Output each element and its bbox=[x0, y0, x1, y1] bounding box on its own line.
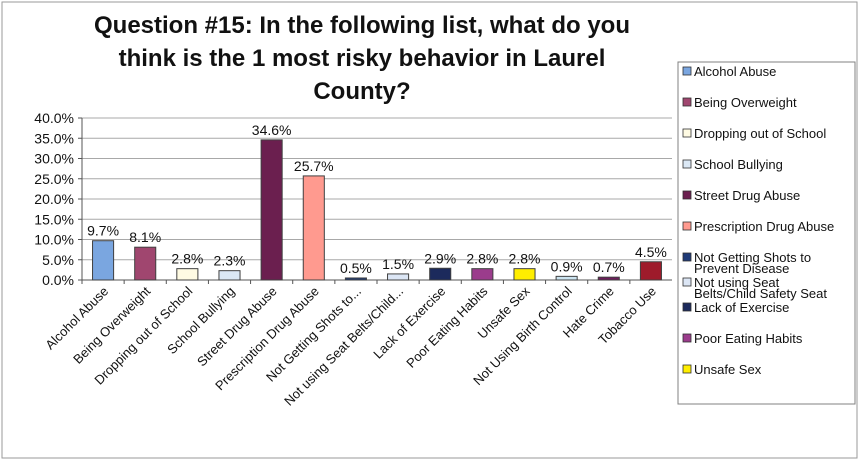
legend-label: Poor Eating Habits bbox=[694, 331, 803, 346]
legend-box bbox=[677, 61, 856, 405]
bar bbox=[176, 268, 199, 281]
y-tick-label: 15.0% bbox=[34, 211, 74, 227]
legend-label: Belts/Child Safety Seat bbox=[694, 286, 827, 301]
legend-swatch bbox=[682, 159, 692, 169]
legend-swatch bbox=[682, 190, 692, 200]
data-label: 2.8% bbox=[509, 251, 541, 267]
legend-label: Not using Seat bbox=[694, 275, 780, 290]
legend-swatch bbox=[682, 333, 692, 343]
chart-title-line-2: think is the 1 most risky behavior in La… bbox=[119, 45, 606, 72]
bar bbox=[218, 270, 241, 281]
data-label: 2.8% bbox=[466, 251, 498, 267]
bar bbox=[513, 268, 536, 281]
legend-label: Not Getting Shots to bbox=[694, 250, 811, 265]
legend-label: Prevent Disease bbox=[694, 261, 789, 276]
bar bbox=[134, 246, 157, 281]
data-label: 2.8% bbox=[171, 251, 203, 267]
data-label: 25.7% bbox=[294, 158, 334, 174]
data-label: 2.3% bbox=[214, 253, 246, 269]
data-label: 8.1% bbox=[129, 229, 161, 245]
legend-swatch bbox=[682, 128, 692, 138]
y-tick-label: 5.0% bbox=[42, 252, 74, 268]
legend-swatch bbox=[682, 277, 692, 287]
bar bbox=[597, 276, 620, 281]
legend-swatch bbox=[682, 221, 692, 231]
data-label: 0.5% bbox=[340, 260, 372, 276]
data-label: 34.6% bbox=[252, 122, 292, 138]
legend-label: Lack of Exercise bbox=[694, 300, 789, 315]
data-label: 9.7% bbox=[87, 223, 119, 239]
bar bbox=[555, 275, 578, 281]
data-label: 4.5% bbox=[635, 244, 667, 260]
bar bbox=[92, 240, 115, 281]
bar bbox=[471, 268, 494, 281]
legend-swatch bbox=[682, 364, 692, 374]
bar bbox=[260, 139, 283, 281]
legend-label: Being Overweight bbox=[694, 95, 797, 110]
legend-swatch bbox=[682, 66, 692, 76]
chart-legend: Alcohol Abuse Being Overweight Dropping ou… bbox=[677, 61, 856, 405]
bar bbox=[429, 267, 452, 281]
bar bbox=[344, 277, 367, 281]
bar bbox=[302, 175, 325, 281]
data-label: 1.5% bbox=[382, 256, 414, 272]
chart-title-line-3: County? bbox=[313, 78, 410, 105]
legend-label: Prescription Drug Abuse bbox=[694, 219, 834, 234]
legend-swatch bbox=[682, 252, 692, 262]
legend-label: School Bullying bbox=[694, 157, 783, 172]
data-label: 0.9% bbox=[551, 258, 583, 274]
legend-swatch bbox=[682, 97, 692, 107]
chart-title: Question #15: In the following list, wha… bbox=[94, 12, 630, 105]
data-label: 2.9% bbox=[424, 250, 456, 266]
bar bbox=[387, 273, 410, 281]
y-tick-label: 10.0% bbox=[34, 232, 74, 248]
bar bbox=[639, 261, 662, 281]
legend-label: Street Drug Abuse bbox=[694, 188, 800, 203]
y-tick-label: 30.0% bbox=[34, 151, 74, 167]
y-tick-label: 20.0% bbox=[34, 191, 74, 207]
legend-label: Unsafe Sex bbox=[694, 362, 762, 377]
legend-label: Alcohol Abuse bbox=[694, 64, 776, 79]
legend-swatch bbox=[682, 302, 692, 312]
y-tick-label: 40.0% bbox=[34, 110, 74, 126]
chart-title-line-1: Question #15: In the following list, wha… bbox=[94, 12, 630, 39]
y-tick-label: 0.0% bbox=[42, 272, 74, 288]
y-tick-label: 35.0% bbox=[34, 130, 74, 146]
y-tick-label: 25.0% bbox=[34, 171, 74, 187]
data-label: 0.7% bbox=[593, 259, 625, 275]
legend-label: Dropping out of School bbox=[694, 126, 826, 141]
